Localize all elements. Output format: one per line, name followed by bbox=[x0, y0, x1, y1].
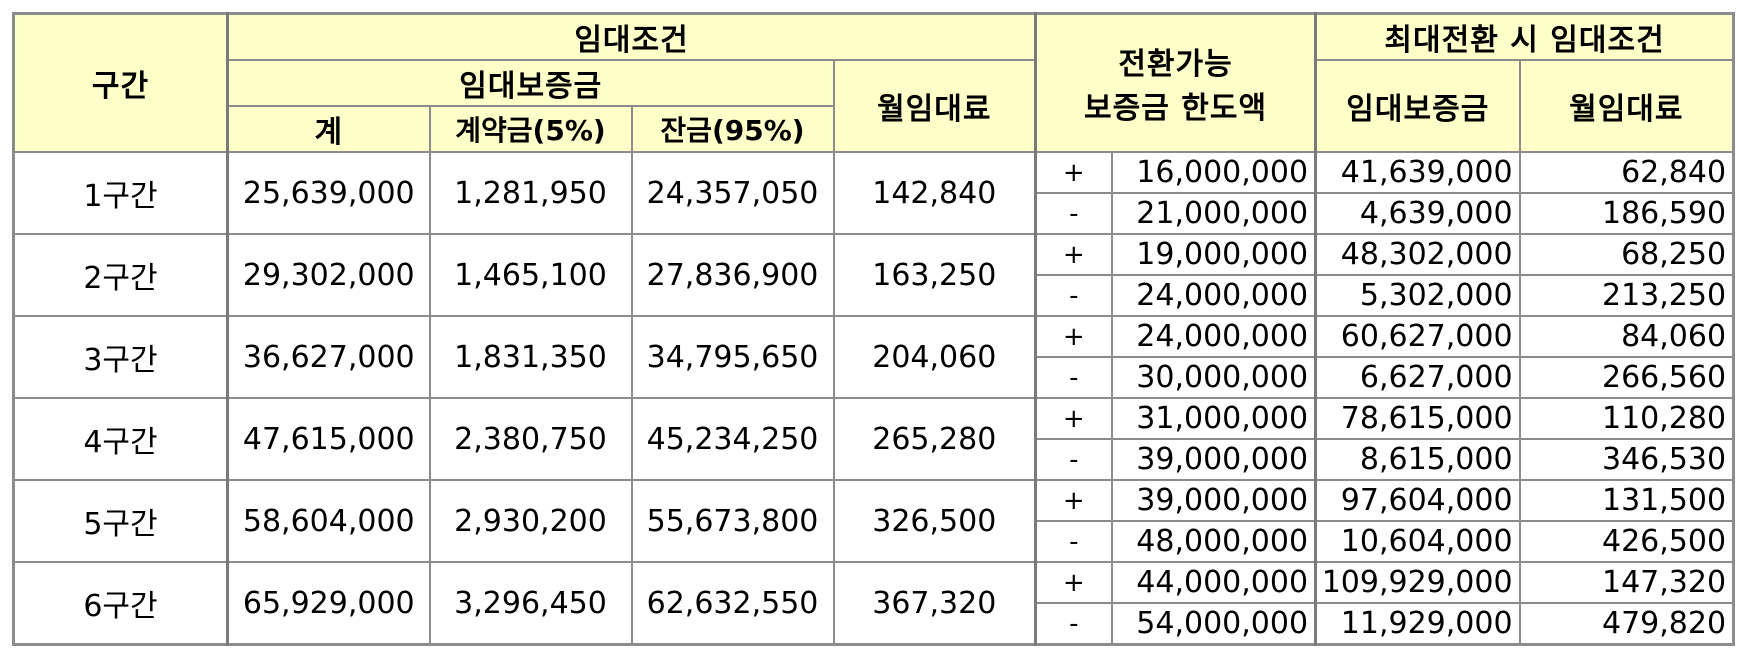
total-deposit-cell: 65,929,000 bbox=[226, 561, 431, 646]
balance-cell: 55,673,800 bbox=[630, 479, 835, 563]
header-max-monthly-rent: 월임대료 bbox=[1518, 59, 1735, 153]
increase-sign: + bbox=[1034, 233, 1113, 276]
max-rent-cell: 110,280 bbox=[1518, 397, 1735, 440]
down-payment-cell: 1,465,100 bbox=[428, 233, 633, 317]
header-max-conversion: 최대전환 시 임대조건 bbox=[1314, 12, 1735, 61]
total-deposit-cell: 58,604,000 bbox=[226, 479, 431, 563]
decrease-sign: - bbox=[1034, 192, 1113, 235]
down-payment-cell: 2,380,750 bbox=[428, 397, 633, 481]
max-deposit-cell: 10,604,000 bbox=[1314, 520, 1521, 563]
header-down-payment: 계약금(5%) bbox=[428, 105, 633, 153]
decrease-sign: - bbox=[1034, 438, 1113, 481]
max-rent-cell: 213,250 bbox=[1518, 274, 1735, 317]
convertible-limit-cell: 31,000,000 bbox=[1110, 397, 1318, 440]
header-section: 구간 bbox=[12, 12, 229, 153]
max-deposit-cell: 5,302,000 bbox=[1314, 274, 1521, 317]
section-cell: 5구간 bbox=[12, 479, 229, 563]
convertible-limit-cell: 30,000,000 bbox=[1110, 356, 1318, 399]
monthly-rent-cell: 265,280 bbox=[832, 397, 1038, 481]
header-monthly-rent: 월임대료 bbox=[832, 59, 1038, 153]
max-deposit-cell: 48,302,000 bbox=[1314, 233, 1521, 276]
total-deposit-cell: 36,627,000 bbox=[226, 315, 431, 399]
header-convertible-limit: 전환가능 보증금 한도액 bbox=[1034, 12, 1318, 153]
header-convertible-line1: 전환가능 bbox=[1118, 47, 1233, 82]
monthly-rent-cell: 326,500 bbox=[832, 479, 1038, 563]
header-deposit: 임대보증금 bbox=[226, 59, 835, 107]
rental-conditions-table: 구간 임대조건 전환가능 보증금 한도액 최대전환 시 임대조건 임대보증금 월… bbox=[12, 12, 1736, 646]
max-rent-cell: 62,840 bbox=[1518, 151, 1735, 194]
header-total: 계 bbox=[226, 105, 431, 153]
section-cell: 2구간 bbox=[12, 233, 229, 317]
total-deposit-cell: 29,302,000 bbox=[226, 233, 431, 317]
header-rental-conditions: 임대조건 bbox=[226, 12, 1038, 61]
max-deposit-cell: 78,615,000 bbox=[1314, 397, 1521, 440]
max-rent-cell: 147,320 bbox=[1518, 561, 1735, 604]
increase-sign: + bbox=[1034, 479, 1113, 522]
convertible-limit-cell: 54,000,000 bbox=[1110, 602, 1318, 646]
max-rent-cell: 346,530 bbox=[1518, 438, 1735, 481]
monthly-rent-cell: 142,840 bbox=[832, 151, 1038, 235]
header-convertible-line2: 보증금 한도액 bbox=[1084, 91, 1268, 126]
max-rent-cell: 186,590 bbox=[1518, 192, 1735, 235]
balance-cell: 34,795,650 bbox=[630, 315, 835, 399]
balance-cell: 45,234,250 bbox=[630, 397, 835, 481]
balance-cell: 27,836,900 bbox=[630, 233, 835, 317]
convertible-limit-cell: 19,000,000 bbox=[1110, 233, 1318, 276]
max-deposit-cell: 11,929,000 bbox=[1314, 602, 1521, 646]
max-rent-cell: 479,820 bbox=[1518, 602, 1735, 646]
header-max-deposit: 임대보증금 bbox=[1314, 59, 1521, 153]
section-cell: 1구간 bbox=[12, 151, 229, 235]
increase-sign: + bbox=[1034, 151, 1113, 194]
balance-cell: 62,632,550 bbox=[630, 561, 835, 646]
header-balance: 잔금(95%) bbox=[630, 105, 835, 153]
decrease-sign: - bbox=[1034, 602, 1113, 646]
section-cell: 3구간 bbox=[12, 315, 229, 399]
monthly-rent-cell: 367,320 bbox=[832, 561, 1038, 646]
monthly-rent-cell: 204,060 bbox=[832, 315, 1038, 399]
down-payment-cell: 1,281,950 bbox=[428, 151, 633, 235]
convertible-limit-cell: 24,000,000 bbox=[1110, 274, 1318, 317]
section-cell: 4구간 bbox=[12, 397, 229, 481]
max-rent-cell: 131,500 bbox=[1518, 479, 1735, 522]
section-cell: 6구간 bbox=[12, 561, 229, 646]
max-deposit-cell: 8,615,000 bbox=[1314, 438, 1521, 481]
max-rent-cell: 84,060 bbox=[1518, 315, 1735, 358]
down-payment-cell: 3,296,450 bbox=[428, 561, 633, 646]
max-deposit-cell: 60,627,000 bbox=[1314, 315, 1521, 358]
total-deposit-cell: 25,639,000 bbox=[226, 151, 431, 235]
max-rent-cell: 426,500 bbox=[1518, 520, 1735, 563]
down-payment-cell: 1,831,350 bbox=[428, 315, 633, 399]
convertible-limit-cell: 21,000,000 bbox=[1110, 192, 1318, 235]
max-deposit-cell: 41,639,000 bbox=[1314, 151, 1521, 194]
convertible-limit-cell: 48,000,000 bbox=[1110, 520, 1318, 563]
convertible-limit-cell: 16,000,000 bbox=[1110, 151, 1318, 194]
increase-sign: + bbox=[1034, 315, 1113, 358]
monthly-rent-cell: 163,250 bbox=[832, 233, 1038, 317]
increase-sign: + bbox=[1034, 397, 1113, 440]
increase-sign: + bbox=[1034, 561, 1113, 604]
max-deposit-cell: 97,604,000 bbox=[1314, 479, 1521, 522]
convertible-limit-cell: 39,000,000 bbox=[1110, 438, 1318, 481]
balance-cell: 24,357,050 bbox=[630, 151, 835, 235]
decrease-sign: - bbox=[1034, 274, 1113, 317]
max-deposit-cell: 4,639,000 bbox=[1314, 192, 1521, 235]
max-deposit-cell: 6,627,000 bbox=[1314, 356, 1521, 399]
max-rent-cell: 266,560 bbox=[1518, 356, 1735, 399]
max-rent-cell: 68,250 bbox=[1518, 233, 1735, 276]
decrease-sign: - bbox=[1034, 520, 1113, 563]
down-payment-cell: 2,930,200 bbox=[428, 479, 633, 563]
convertible-limit-cell: 39,000,000 bbox=[1110, 479, 1318, 522]
total-deposit-cell: 47,615,000 bbox=[226, 397, 431, 481]
max-deposit-cell: 109,929,000 bbox=[1314, 561, 1521, 604]
decrease-sign: - bbox=[1034, 356, 1113, 399]
convertible-limit-cell: 24,000,000 bbox=[1110, 315, 1318, 358]
convertible-limit-cell: 44,000,000 bbox=[1110, 561, 1318, 604]
